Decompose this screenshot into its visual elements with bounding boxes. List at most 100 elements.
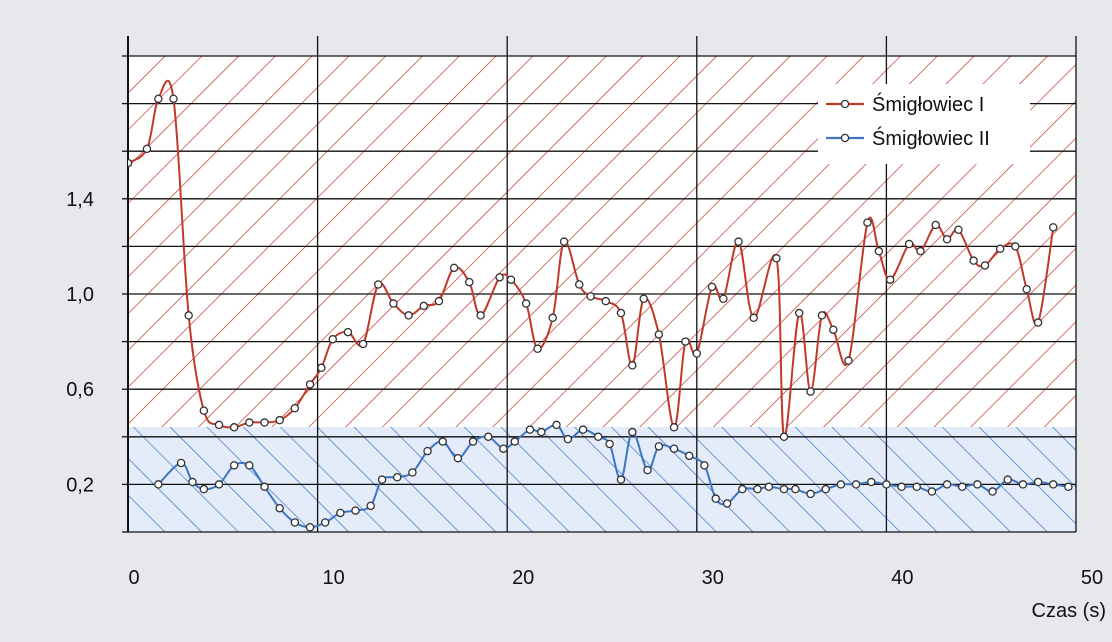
data-point bbox=[199, 484, 209, 494]
data-point bbox=[628, 361, 637, 370]
data-point bbox=[722, 499, 732, 508]
data-point bbox=[574, 280, 584, 289]
data-point bbox=[866, 477, 876, 487]
x-tick-labels: 0 10 20 30 40 50 bbox=[128, 567, 1103, 589]
data-point bbox=[389, 299, 398, 308]
data-point bbox=[290, 518, 300, 527]
data-point bbox=[753, 484, 762, 494]
data-point bbox=[973, 480, 982, 489]
data-point bbox=[1048, 223, 1058, 232]
data-point bbox=[229, 423, 239, 432]
data-point bbox=[506, 275, 516, 284]
data-point bbox=[616, 475, 626, 484]
data-point bbox=[1011, 242, 1020, 251]
data-point bbox=[874, 246, 884, 256]
data-point bbox=[957, 482, 967, 492]
data-point bbox=[495, 273, 504, 282]
series-2 bbox=[154, 420, 1073, 532]
data-point bbox=[275, 503, 284, 513]
data-point bbox=[988, 487, 997, 496]
data-point bbox=[142, 144, 152, 154]
data-point bbox=[829, 325, 838, 334]
data-point bbox=[438, 437, 447, 446]
data-point bbox=[586, 292, 595, 301]
data-point bbox=[749, 313, 758, 323]
data-point bbox=[593, 432, 603, 442]
data-point bbox=[548, 313, 557, 323]
data-point bbox=[358, 339, 368, 349]
data-point bbox=[1003, 475, 1012, 484]
data-point bbox=[764, 482, 774, 492]
y-tick-label: 1,0 bbox=[66, 284, 94, 306]
data-point bbox=[533, 344, 542, 353]
data-point bbox=[328, 334, 338, 344]
y-tick-label: 1,4 bbox=[66, 189, 94, 211]
legend: Śmigłowiec I Śmigłowiec II bbox=[818, 84, 1030, 164]
data-point bbox=[476, 311, 485, 320]
x-tick-label: 20 bbox=[512, 567, 534, 589]
data-point bbox=[1022, 284, 1031, 294]
data-point bbox=[128, 158, 133, 168]
data-point bbox=[563, 434, 573, 444]
data-point bbox=[374, 280, 383, 289]
data-point bbox=[260, 418, 269, 427]
data-point bbox=[199, 406, 209, 415]
data-point bbox=[779, 484, 789, 494]
data-point bbox=[465, 277, 474, 287]
x-axis-label: Czas (s) bbox=[1032, 600, 1106, 622]
blue-hatch-lines bbox=[128, 427, 1076, 532]
data-point bbox=[969, 256, 978, 265]
data-point bbox=[927, 487, 937, 496]
data-point bbox=[806, 489, 815, 499]
data-point bbox=[654, 442, 664, 451]
data-point bbox=[305, 380, 315, 389]
data-point bbox=[449, 263, 459, 273]
data-point bbox=[844, 356, 853, 365]
data-point bbox=[525, 425, 535, 434]
data-point bbox=[616, 308, 626, 318]
data-point bbox=[419, 301, 429, 311]
data-point bbox=[275, 415, 284, 425]
data-point bbox=[366, 501, 375, 511]
data-point bbox=[654, 330, 664, 339]
series-2-line bbox=[157, 423, 1069, 529]
data-point bbox=[995, 244, 1005, 254]
data-point bbox=[707, 282, 717, 292]
data-point bbox=[453, 453, 463, 463]
legend-marker-2 bbox=[840, 133, 850, 143]
data-point bbox=[392, 473, 402, 482]
data-point bbox=[912, 482, 921, 492]
y-tick-label: 0,6 bbox=[66, 379, 94, 401]
data-point bbox=[1048, 480, 1058, 489]
data-point bbox=[559, 237, 569, 246]
data-point bbox=[188, 477, 197, 487]
data-point bbox=[904, 239, 914, 249]
data-point bbox=[734, 237, 743, 246]
series-1 bbox=[128, 79, 1058, 442]
data-point bbox=[154, 480, 163, 489]
data-point bbox=[537, 427, 546, 437]
data-point bbox=[772, 254, 781, 263]
x-tick-label: 10 bbox=[322, 567, 344, 589]
legend-box bbox=[818, 84, 1030, 164]
data-point bbox=[1033, 318, 1043, 327]
data-point bbox=[1033, 477, 1043, 487]
data-point bbox=[851, 480, 861, 489]
data-point bbox=[806, 387, 815, 396]
data-point bbox=[176, 458, 186, 468]
data-point bbox=[692, 349, 702, 358]
y-tick-labels: 0,2 0,6 1,0 1,4 bbox=[66, 189, 94, 497]
data-point bbox=[260, 482, 269, 492]
data-point bbox=[817, 311, 827, 320]
data-point bbox=[483, 432, 493, 442]
data-point bbox=[1064, 482, 1073, 492]
data-point bbox=[681, 337, 690, 346]
data-point bbox=[1018, 480, 1028, 489]
data-point bbox=[521, 299, 531, 308]
data-point bbox=[885, 275, 895, 284]
data-point bbox=[719, 294, 728, 304]
data-point bbox=[980, 261, 990, 270]
data-point bbox=[628, 427, 637, 437]
data-point bbox=[317, 363, 326, 373]
